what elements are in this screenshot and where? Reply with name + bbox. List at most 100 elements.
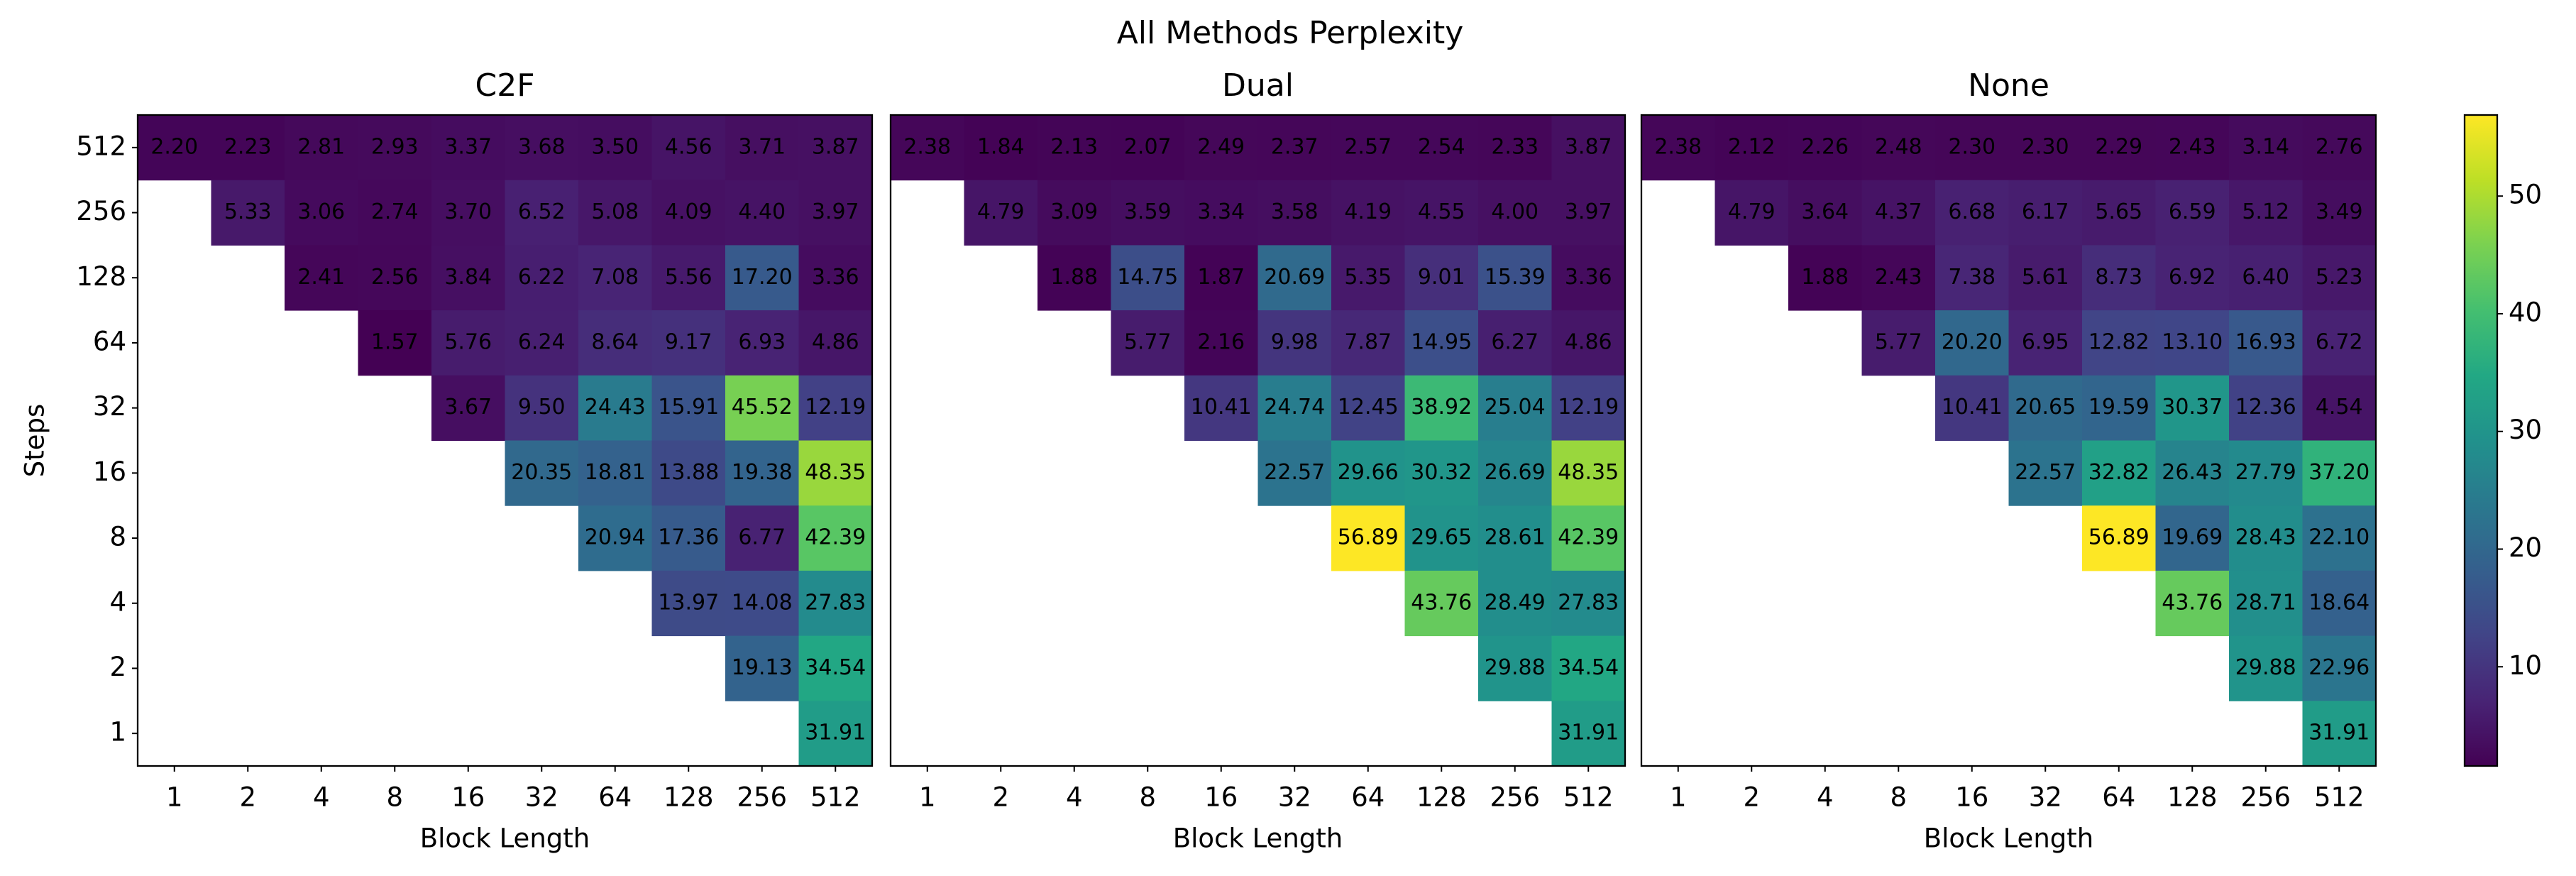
colorbar-tick-label: 40 bbox=[2509, 297, 2542, 327]
colorbar bbox=[2463, 114, 2499, 767]
cell-label: 5.65 bbox=[2095, 199, 2142, 224]
cell-label: 48.35 bbox=[1558, 460, 1619, 485]
y-tick-label: 16 bbox=[93, 456, 126, 487]
cell-label: 2.56 bbox=[371, 265, 419, 290]
heatmap-cell bbox=[1037, 245, 1111, 311]
heatmap-cell bbox=[798, 701, 873, 767]
heatmap-cell bbox=[1935, 375, 2009, 441]
x-tick-label: 1 bbox=[1670, 782, 1687, 813]
heatmap-cell bbox=[2302, 570, 2377, 637]
cell-label: 3.64 bbox=[1801, 199, 1849, 224]
cell-label: 56.89 bbox=[2088, 525, 2150, 550]
x-axis-label: Block Length bbox=[420, 823, 590, 854]
heatmap-cell bbox=[2302, 701, 2377, 767]
cell-label: 6.52 bbox=[518, 199, 566, 224]
cell-label: 2.81 bbox=[297, 134, 345, 159]
heatmap-cell bbox=[138, 115, 211, 181]
heatmap-cell bbox=[578, 245, 652, 311]
cell-label: 2.37 bbox=[1271, 134, 1319, 159]
cell-label: 3.97 bbox=[812, 199, 859, 224]
cell-label: 42.39 bbox=[805, 525, 866, 550]
heatmap-cell bbox=[2155, 115, 2230, 181]
cell-label: 5.35 bbox=[1344, 265, 1392, 290]
cell-label: 20.20 bbox=[1942, 329, 2003, 354]
cell-label: 29.88 bbox=[2235, 655, 2296, 680]
cell-label: 6.77 bbox=[738, 525, 786, 550]
cell-label: 15.91 bbox=[658, 395, 719, 420]
cell-label: 5.23 bbox=[2316, 265, 2363, 290]
cell-label: 3.09 bbox=[1050, 199, 1098, 224]
cell-label: 3.59 bbox=[1124, 199, 1172, 224]
cell-label: 29.66 bbox=[1338, 460, 1399, 485]
cell-label: 2.43 bbox=[1875, 265, 1922, 290]
cell-label: 22.57 bbox=[1264, 460, 1325, 485]
heatmap-cell bbox=[2155, 180, 2230, 246]
heatmap-cell bbox=[2082, 375, 2156, 441]
heatmap-cell bbox=[1641, 115, 1715, 181]
heatmap-cell bbox=[1551, 375, 1626, 441]
heatmap-cell bbox=[505, 180, 579, 246]
cell-label: 18.81 bbox=[585, 460, 646, 485]
heatmap-cell bbox=[1184, 310, 1258, 376]
heatmap-cell bbox=[2008, 115, 2083, 181]
heatmap-cell bbox=[798, 635, 873, 701]
panel-title: Dual bbox=[1222, 67, 1294, 104]
cell-label: 3.36 bbox=[812, 265, 859, 290]
y-tick-label: 256 bbox=[76, 196, 126, 226]
cell-label: 2.12 bbox=[1728, 134, 1776, 159]
cell-label: 2.30 bbox=[2022, 134, 2069, 159]
x-tick-label: 32 bbox=[525, 782, 558, 813]
cell-label: 13.97 bbox=[658, 590, 719, 615]
heatmap-cell bbox=[578, 310, 652, 376]
y-tick-label: 128 bbox=[76, 261, 126, 292]
cell-label: 2.16 bbox=[1197, 329, 1245, 354]
cell-label: 30.37 bbox=[2162, 395, 2223, 420]
heatmap-cell bbox=[1331, 115, 1405, 181]
heatmap-cell bbox=[2229, 310, 2303, 376]
cell-label: 22.96 bbox=[2308, 655, 2369, 680]
cell-label: 20.94 bbox=[585, 525, 646, 550]
heatmap-cell bbox=[578, 505, 652, 571]
cell-label: 1.87 bbox=[1197, 265, 1245, 290]
heatmap-cell bbox=[725, 375, 799, 441]
cell-label: 26.69 bbox=[1485, 460, 1546, 485]
cell-label: 5.76 bbox=[444, 329, 492, 354]
axes-frame bbox=[889, 114, 1626, 767]
cell-label: 12.19 bbox=[805, 395, 866, 420]
cell-label: 4.19 bbox=[1344, 199, 1392, 224]
cell-label: 42.39 bbox=[1558, 525, 1619, 550]
heatmap-cell bbox=[1551, 505, 1626, 571]
cell-label: 1.88 bbox=[1801, 265, 1849, 290]
heatmap-cell bbox=[1257, 375, 1332, 441]
cell-label: 28.43 bbox=[2235, 525, 2296, 550]
x-tick-label: 8 bbox=[1139, 782, 1156, 813]
y-tick-label: 32 bbox=[93, 391, 126, 422]
cell-label: 2.26 bbox=[1801, 134, 1849, 159]
heatmap-cell bbox=[1935, 180, 2009, 246]
cell-label: 4.09 bbox=[665, 199, 712, 224]
x-tick-label: 8 bbox=[386, 782, 403, 813]
heatmap-cell bbox=[2302, 375, 2377, 441]
heatmap-cell bbox=[651, 180, 726, 246]
heatmap-cell bbox=[1184, 245, 1258, 311]
heatmap-cell bbox=[1404, 375, 1479, 441]
colorbar-tick-label: 10 bbox=[2509, 650, 2542, 681]
colorbar-tick-label: 50 bbox=[2509, 180, 2542, 210]
heatmap-cell bbox=[1861, 180, 1936, 246]
heatmap-cell bbox=[651, 570, 726, 637]
cell-label: 32.82 bbox=[2088, 460, 2150, 485]
heatmap-cell bbox=[1257, 440, 1332, 506]
cell-label: 7.87 bbox=[1344, 329, 1392, 354]
x-axis-label: Block Length bbox=[1173, 823, 1343, 854]
cell-label: 3.84 bbox=[444, 265, 492, 290]
cell-label: 37.20 bbox=[2308, 460, 2369, 485]
cell-label: 4.56 bbox=[665, 134, 712, 159]
cell-label: 14.95 bbox=[1411, 329, 1472, 354]
heatmap-cell bbox=[1551, 310, 1626, 376]
heatmap-cell bbox=[1111, 180, 1185, 246]
cell-label: 2.49 bbox=[1197, 134, 1245, 159]
heatmap-cell bbox=[1404, 310, 1479, 376]
cell-label: 28.61 bbox=[1485, 525, 1546, 550]
heatmap-cell bbox=[1478, 245, 1552, 311]
heatmap-cell bbox=[2229, 505, 2303, 571]
